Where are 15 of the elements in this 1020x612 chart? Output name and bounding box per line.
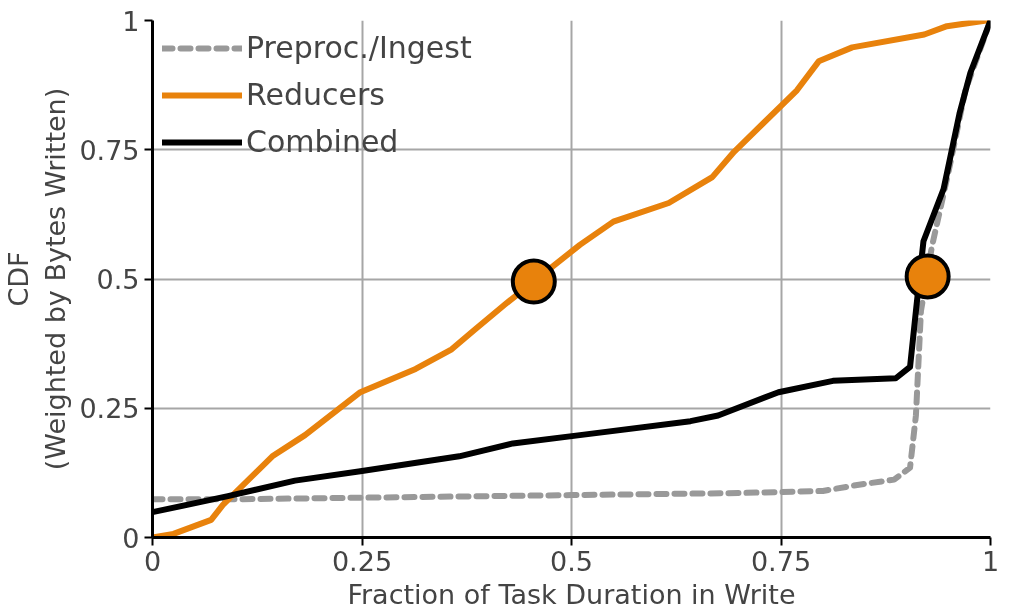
y-tick-label: 1: [122, 5, 140, 37]
legend-label: Reducers: [246, 77, 385, 112]
x-tick-label: 0.25: [331, 545, 393, 577]
x-tick-label: 0: [143, 545, 162, 577]
x-tick-label: 1: [981, 545, 1000, 577]
y-tick-label: 0.5: [96, 264, 140, 295]
y-axis-title: CDF (Weighted by Bytes Written): [3, 87, 72, 471]
legend-label: Combined: [246, 124, 399, 159]
y-tick-label: 0: [122, 522, 140, 554]
x-tick-label: 0.75: [750, 545, 812, 577]
legend-label: Preproc./Ingest: [246, 30, 472, 65]
y-tick-label: 0.75: [79, 134, 140, 166]
x-tick-label: 0.5: [550, 545, 593, 577]
x-axis-title: Fraction of Task Duration in Write: [347, 578, 796, 610]
y-tick-label: 0.25: [79, 393, 140, 425]
